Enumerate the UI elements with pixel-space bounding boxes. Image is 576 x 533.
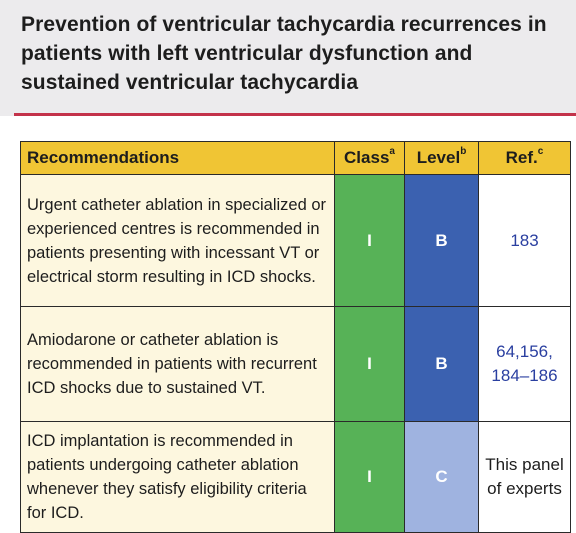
title-block: Prevention of ventricular tachycardia re… — [0, 0, 576, 116]
column-header-recommendations-label: Recommendations — [27, 148, 180, 167]
column-header-recommendations: Recommendations — [20, 141, 335, 175]
class-cell: I — [334, 421, 405, 533]
column-header-level-label: Level — [416, 148, 461, 167]
table-row: Amiodarone or catheter ablation is recom… — [20, 306, 571, 422]
title-divider — [14, 113, 576, 116]
reference-link[interactable]: 183 — [478, 174, 571, 307]
table-header-row: Recommendations Classa Levelb Ref.c — [20, 141, 571, 175]
column-header-ref-label: Ref. — [505, 148, 538, 167]
column-header-class: Classa — [334, 141, 405, 175]
reference-cell: This panel of experts — [478, 421, 571, 533]
recommendation-text: Amiodarone or catheter ablation is recom… — [20, 306, 335, 422]
column-header-class-label: Class — [344, 148, 390, 167]
recommendations-table: Recommendations Classa Levelb Ref.c Urge… — [20, 141, 571, 533]
recommendation-text: ICD implantation is recommended in patie… — [20, 421, 335, 533]
ref-footnote-marker: c — [537, 146, 544, 157]
level-cell: C — [404, 421, 479, 533]
reference-link[interactable]: 64,156, 184–186 — [478, 306, 571, 422]
class-footnote-marker: a — [389, 146, 395, 157]
level-cell: B — [404, 306, 479, 422]
level-cell: B — [404, 174, 479, 307]
level-footnote-marker: b — [460, 146, 467, 157]
class-cell: I — [334, 174, 405, 307]
table-row: Urgent catheter ablation in specialized … — [20, 174, 571, 307]
page-title: Prevention of ventricular tachycardia re… — [21, 13, 547, 94]
recommendation-text: Urgent catheter ablation in specialized … — [20, 174, 335, 307]
table-row: ICD implantation is recommended in patie… — [20, 421, 571, 533]
class-cell: I — [334, 306, 405, 422]
column-header-ref: Ref.c — [478, 141, 571, 175]
column-header-level: Levelb — [404, 141, 479, 175]
